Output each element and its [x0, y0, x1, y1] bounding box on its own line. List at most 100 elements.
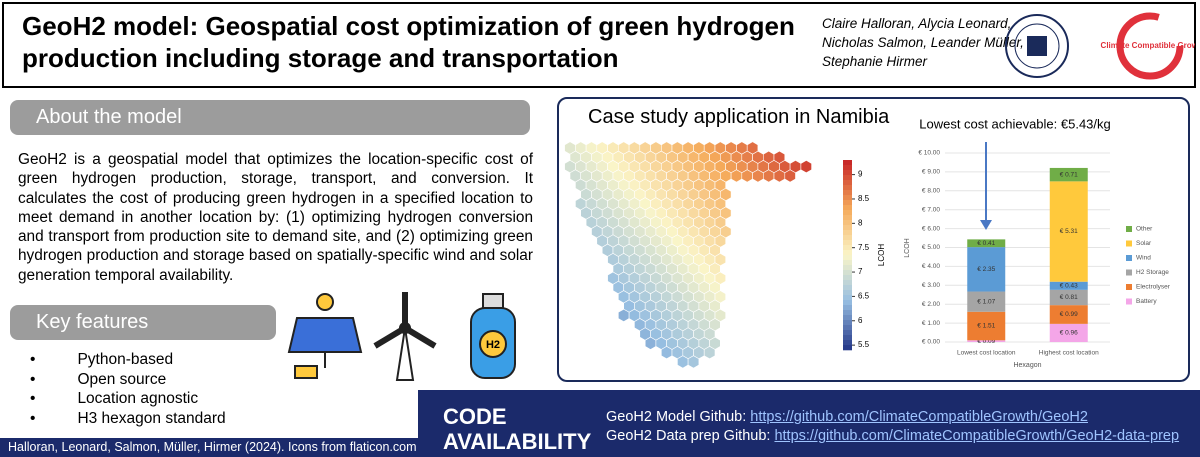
y-tick-label: € 8.00 — [922, 188, 940, 195]
map-hexagon — [687, 355, 700, 369]
colorbar-segment — [843, 195, 852, 201]
data-label: € 0.81 — [1060, 294, 1078, 301]
authors: Claire Halloran, Alycia Leonard, Nichola… — [822, 14, 1024, 71]
y-tick-label: € 5.00 — [922, 244, 940, 251]
colorbar-segment — [843, 265, 852, 271]
ccg-logo-text: Climate Compatible Growth — [1101, 41, 1195, 50]
map-hexagon — [703, 346, 716, 360]
author-line: Nicholas Salmon, Leander Müller, — [822, 35, 1024, 50]
data-label: € 0.41 — [977, 240, 995, 247]
wind-icon — [373, 292, 437, 381]
ccg-logo — [1116, 12, 1184, 80]
colorbar-segment — [843, 210, 852, 216]
colorbar-segment — [843, 180, 852, 186]
bar-segment — [1049, 167, 1088, 182]
colorbar-tick-label: 8.5 — [858, 194, 870, 203]
bar-segment — [1049, 281, 1088, 290]
colorbar-tick-label: 7 — [858, 267, 863, 276]
legend-label: Electrolyser — [1136, 284, 1171, 291]
colorbar-segment — [843, 260, 852, 266]
code-heading: CODE AVAILABILITY — [443, 404, 592, 454]
colorbar-tick-label: 6 — [858, 316, 863, 325]
feature-text: Location agnostic — [77, 390, 199, 407]
data-label: € 1.07 — [977, 298, 995, 305]
colorbar-segment — [843, 170, 852, 176]
colorbar-tick-label: 7.5 — [858, 243, 870, 252]
code-link-row: GeoH2 Model Github: https://github.com/C… — [606, 408, 1179, 427]
map-hexagon — [752, 169, 764, 183]
features-heading: Key features — [10, 305, 276, 340]
feature-item: • Open source — [30, 370, 167, 388]
annotation-arrowhead — [980, 220, 992, 230]
author-line: Claire Halloran, Alycia Leonard, — [822, 16, 1012, 31]
header-box — [2, 2, 1196, 88]
map-hexagon — [617, 308, 630, 322]
feature-text: H3 hexagon standard — [77, 409, 226, 427]
data-label: € 0.09 — [977, 338, 995, 345]
colorbar-segment — [843, 165, 852, 171]
colorbar-segment — [843, 235, 852, 241]
about-heading: About the model — [10, 100, 530, 135]
link[interactable]: https://github.com/ClimateCompatibleGrow… — [774, 428, 1180, 444]
feature-text: Open source — [77, 370, 167, 388]
colorbar-segment — [843, 240, 852, 246]
link[interactable]: https://github.com/ClimateCompatibleGrow… — [750, 409, 1088, 425]
bar-segment — [967, 247, 1006, 292]
colorbar-segment — [843, 290, 852, 296]
y-tick-label: € 3.00 — [922, 282, 940, 289]
colorbar-segment — [843, 315, 852, 321]
feature-item: • Python-based — [30, 351, 174, 368]
colorbar-segment — [843, 300, 852, 306]
colorbar-segment — [843, 230, 852, 236]
bar-segment — [967, 340, 1006, 342]
map-hexagon — [644, 336, 657, 350]
colorbar-segment — [843, 345, 852, 351]
about-text: GeoH2 is a geospatial model that optimiz… — [18, 151, 533, 284]
colorbar-tick-label: 9 — [858, 170, 863, 179]
bar-segment — [967, 291, 1006, 312]
data-label: € 1.51 — [977, 323, 995, 330]
map-hexagon — [762, 169, 775, 183]
bar-segment — [967, 311, 1006, 341]
oxford-logo — [1005, 14, 1069, 78]
colorbar-segment — [843, 175, 852, 181]
case-study-box — [557, 97, 1190, 382]
map-hexagon — [677, 355, 689, 369]
colorbar-segment — [843, 305, 852, 311]
colorbar-segment — [843, 295, 852, 301]
legend-swatch — [1126, 240, 1132, 247]
link-label: GeoH2 Model Github: — [606, 409, 747, 425]
colorbar-segment — [843, 325, 852, 331]
y-tick-label: € 6.00 — [922, 225, 940, 232]
legend-swatch — [1126, 226, 1132, 232]
footer: Halloran, Leonard, Salmon, Müller, Hirme… — [0, 438, 418, 457]
data-label: € 0.96 — [1060, 330, 1078, 337]
annotation: Lowest cost achievable: €5.43/kg — [919, 116, 1111, 131]
colorbar-label: LCOH — [877, 244, 886, 266]
legend-swatch — [1126, 269, 1132, 276]
map-hexagon — [773, 169, 786, 183]
colorbar-segment — [843, 225, 852, 231]
colorbar-segment — [843, 215, 852, 221]
solar-icon — [287, 293, 363, 379]
data-label: € 0.71 — [1060, 171, 1078, 178]
bar-segment — [1049, 289, 1088, 306]
link-label: GeoH2 Data prep Github: — [606, 428, 771, 444]
case-study-title: Case study application in Namibia — [588, 106, 890, 128]
code-links: GeoH2 Model Github: https://github.com/C… — [606, 408, 1179, 446]
legend-label: Other — [1136, 226, 1153, 233]
colorbar-segment — [843, 335, 852, 341]
colorbar-segment — [843, 220, 852, 226]
data-label: € 5.31 — [1060, 228, 1078, 235]
colorbar-segment — [843, 255, 852, 261]
legend-label: H2 Storage — [1136, 269, 1169, 276]
oxford-logo — [1027, 36, 1047, 56]
x-tick-label: Highest cost location — [1039, 350, 1099, 357]
data-label: € 0.43 — [1060, 282, 1078, 289]
h2-icon: H2 — [470, 293, 516, 379]
colorbar-segment — [843, 160, 852, 166]
map-hexagon — [741, 169, 753, 183]
legend-label: Solar — [1136, 240, 1152, 247]
